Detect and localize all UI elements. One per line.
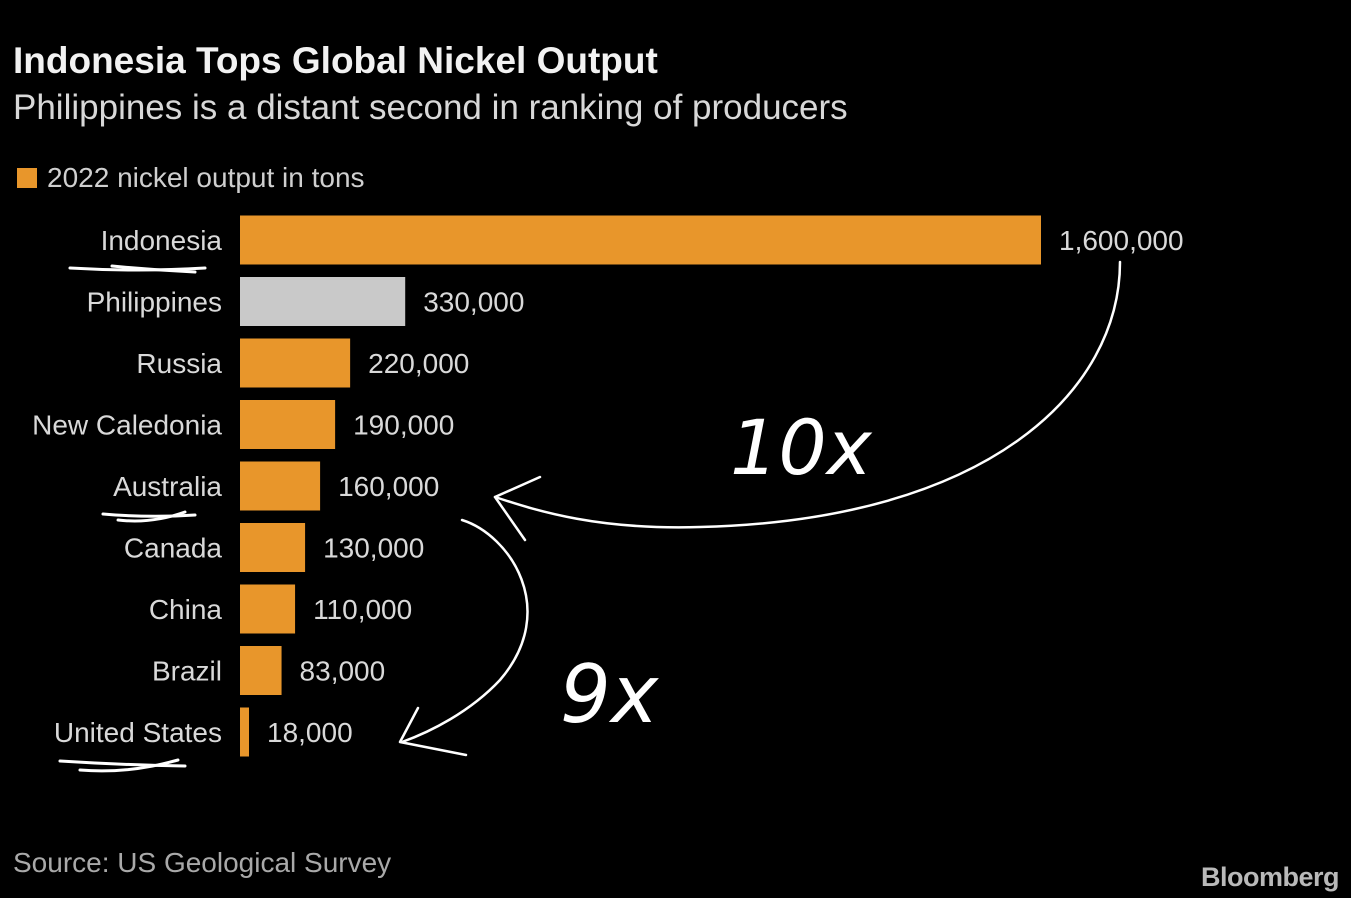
arrowhead-10x	[493, 475, 542, 542]
category-label-new-caledonia: New Caledonia	[32, 410, 222, 441]
chart-subtitle: Philippines is a distant second in ranki…	[13, 88, 848, 127]
value-label-canada: 130,000	[323, 533, 424, 564]
category-label-united-states: United States	[54, 717, 222, 748]
bar-brazil	[240, 646, 282, 695]
legend-label: 2022 nickel output in tons	[47, 162, 365, 193]
value-label-new-caledonia: 190,000	[353, 410, 454, 441]
bar-philippines	[240, 277, 406, 326]
arrowhead-9x	[398, 706, 468, 757]
value-label-russia: 220,000	[368, 348, 469, 379]
underline-indonesia-1	[110, 264, 197, 274]
value-label-australia: 160,000	[338, 471, 439, 502]
underline-united-states-0	[58, 759, 187, 768]
category-label-russia: Russia	[136, 348, 222, 379]
value-label-philippines: 330,000	[423, 287, 524, 318]
bloomberg-logo: Bloomberg	[1200, 862, 1340, 892]
arrow-curve-10x	[493, 260, 1122, 529]
bar-canada	[240, 523, 306, 572]
value-label-united-states: 18,000	[267, 717, 353, 748]
bar-new-caledonia	[240, 400, 336, 449]
underline-indonesia-0	[68, 266, 207, 272]
annotation-10x: 10x	[730, 403, 873, 492]
underline-united-states-1	[78, 758, 180, 773]
value-label-indonesia: 1,600,000	[1059, 225, 1184, 256]
annotation-9x: 9x	[560, 648, 660, 741]
arrow-curve-9x	[400, 518, 529, 744]
category-label-china: China	[149, 594, 223, 625]
bar-indonesia	[240, 215, 1041, 265]
category-label-indonesia: Indonesia	[101, 225, 223, 256]
category-label-canada: Canada	[124, 533, 223, 564]
value-label-china: 110,000	[313, 594, 412, 625]
bar-united-states	[240, 707, 250, 757]
value-label-brazil: 83,000	[300, 656, 386, 687]
legend: 2022 nickel output in tons	[17, 162, 365, 194]
underline-australia-0	[101, 512, 197, 518]
underline-australia-1	[116, 510, 187, 523]
category-label-australia: Australia	[113, 471, 222, 502]
bar-russia	[240, 338, 351, 388]
bar-china	[240, 584, 296, 634]
source-note: Source: US Geological Survey	[13, 847, 392, 878]
bar-australia	[240, 461, 321, 511]
legend-swatch	[17, 168, 37, 188]
category-label-brazil: Brazil	[152, 656, 222, 687]
category-label-philippines: Philippines	[87, 287, 222, 318]
chart-title: Indonesia Tops Global Nickel Output	[13, 40, 658, 81]
